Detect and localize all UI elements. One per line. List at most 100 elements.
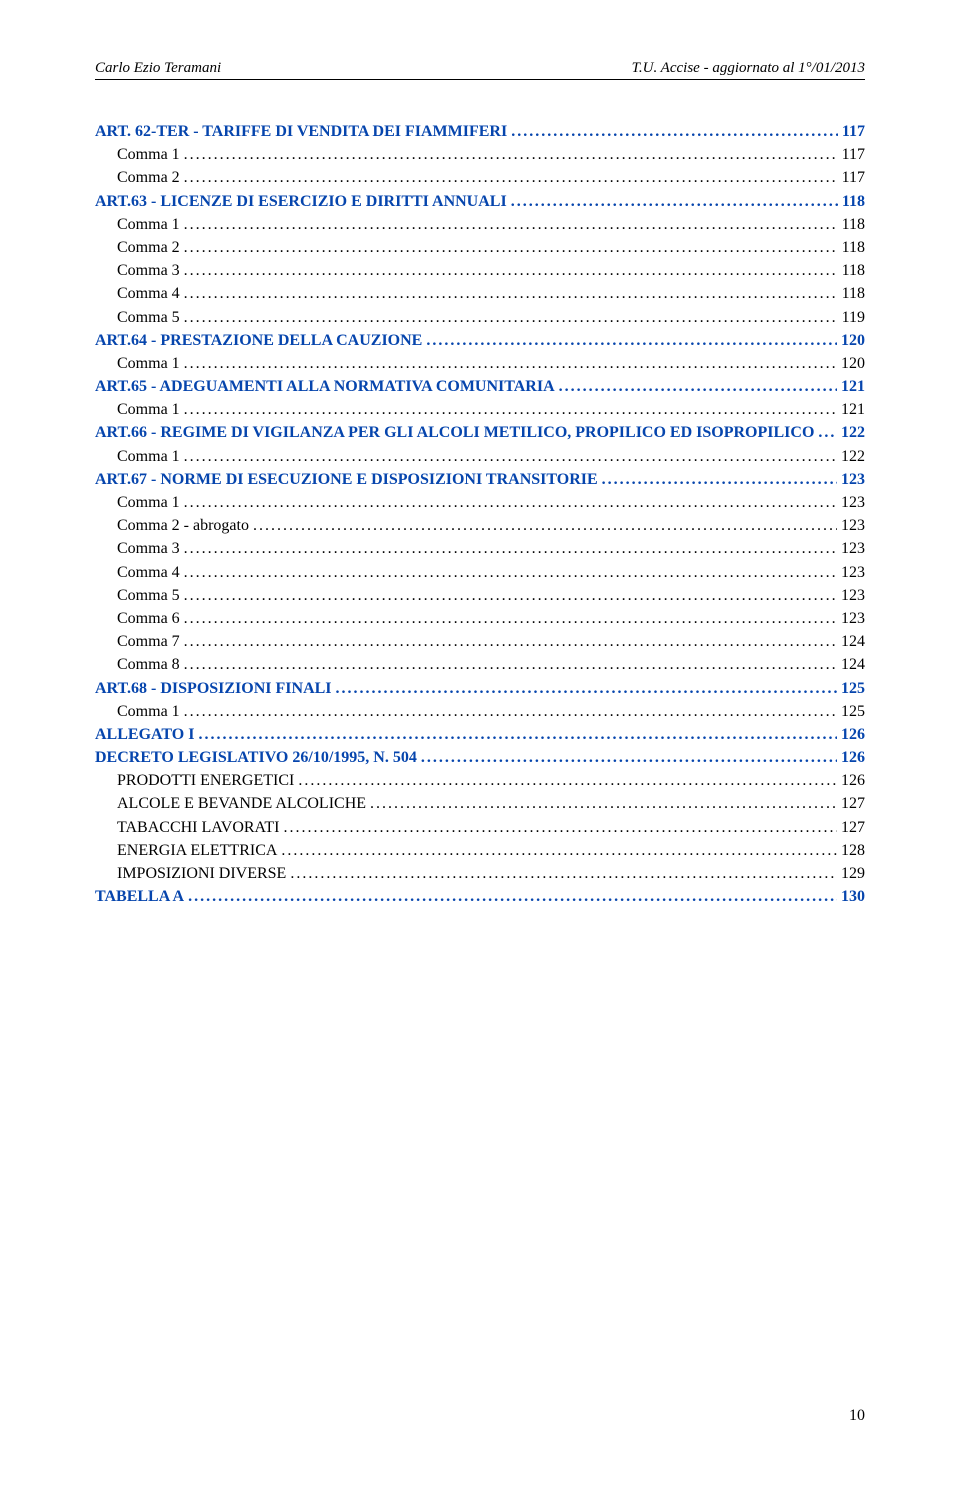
- toc-entry: TABELLA A 130: [95, 885, 865, 908]
- toc-dots: [184, 607, 837, 630]
- toc-dots: [511, 190, 838, 213]
- toc-page: 124: [841, 630, 865, 653]
- toc-entry: Comma 1 117: [95, 143, 865, 166]
- toc-label: ART.68 - DISPOSIZIONI FINALI: [95, 677, 332, 700]
- toc-page: 127: [841, 792, 865, 815]
- toc-page: 123: [841, 468, 865, 491]
- toc-label: Comma 1: [117, 445, 180, 468]
- toc-page: 118: [842, 236, 865, 259]
- toc-label: Comma 5: [117, 584, 180, 607]
- toc-page: 118: [842, 213, 865, 236]
- toc-dots: [184, 445, 837, 468]
- toc-label: Comma 4: [117, 282, 180, 305]
- toc-dots: [283, 816, 837, 839]
- toc-entry: Comma 1 122: [95, 445, 865, 468]
- toc-label: Comma 3: [117, 259, 180, 282]
- toc-label: Comma 3: [117, 537, 180, 560]
- toc-entry: Comma 3 123: [95, 537, 865, 560]
- toc-dots: [198, 723, 837, 746]
- toc-dots: [281, 839, 837, 862]
- toc-label: Comma 2: [117, 236, 180, 259]
- toc-page: 122: [841, 421, 865, 444]
- toc-page: 123: [841, 491, 865, 514]
- table-of-contents: ART. 62-TER - TARIFFE DI VENDITA DEI FIA…: [95, 120, 865, 908]
- toc-entry: ART.63 - LICENZE DI ESERCIZIO E DIRITTI …: [95, 190, 865, 213]
- toc-page: 121: [841, 398, 865, 421]
- toc-dots: [818, 421, 837, 444]
- toc-page: 128: [841, 839, 865, 862]
- toc-page: 126: [841, 746, 865, 769]
- toc-page: 123: [841, 537, 865, 560]
- toc-page: 130: [841, 885, 865, 908]
- toc-dots: [184, 561, 837, 584]
- toc-entry: Comma 1 121: [95, 398, 865, 421]
- toc-dots: [253, 514, 837, 537]
- toc-page: 126: [841, 723, 865, 746]
- toc-page: 123: [841, 561, 865, 584]
- toc-dots: [298, 769, 837, 792]
- toc-label: PRODOTTI ENERGETICI: [117, 769, 294, 792]
- toc-label: Comma 1: [117, 143, 180, 166]
- page-number: 10: [849, 1407, 865, 1425]
- toc-entry: Comma 1 120: [95, 352, 865, 375]
- toc-entry: ART.64 - PRESTAZIONE DELLA CAUZIONE120: [95, 329, 865, 352]
- toc-label: Comma 1: [117, 398, 180, 421]
- toc-label: TABELLA A: [95, 885, 184, 908]
- toc-entry: Comma 1 123: [95, 491, 865, 514]
- toc-label: Comma 1: [117, 213, 180, 236]
- toc-label: IMPOSIZIONI DIVERSE: [117, 862, 286, 885]
- toc-dots: [511, 120, 838, 143]
- toc-label: ART.66 - REGIME DI VIGILANZA PER GLI ALC…: [95, 421, 814, 444]
- toc-entry: ART.66 - REGIME DI VIGILANZA PER GLI ALC…: [95, 421, 865, 444]
- toc-label: Comma 1: [117, 491, 180, 514]
- toc-dots: [184, 491, 837, 514]
- header-rule: [95, 79, 865, 80]
- toc-entry: Comma 3118: [95, 259, 865, 282]
- toc-page: 125: [841, 677, 865, 700]
- toc-entry: Comma 7124: [95, 630, 865, 653]
- page-header: Carlo Ezio Teramani T.U. Accise - aggior…: [95, 60, 865, 77]
- toc-label: ENERGIA ELETTRICA: [117, 839, 277, 862]
- toc-label: Comma 5: [117, 306, 180, 329]
- toc-label: TABACCHI LAVORATI: [117, 816, 279, 839]
- toc-entry: ALLEGATO I 126: [95, 723, 865, 746]
- toc-dots: [184, 213, 838, 236]
- toc-page: 120: [841, 352, 865, 375]
- toc-entry: Comma 2 118: [95, 236, 865, 259]
- toc-page: 123: [841, 607, 865, 630]
- toc-label: Comma 4: [117, 561, 180, 584]
- toc-page: 117: [842, 143, 865, 166]
- toc-dots: [421, 746, 837, 769]
- toc-entry: DECRETO LEGISLATIVO 26/10/1995, N. 504 12…: [95, 746, 865, 769]
- toc-entry: PRODOTTI ENERGETICI126: [95, 769, 865, 792]
- toc-dots: [184, 630, 837, 653]
- toc-dots: [184, 352, 837, 375]
- toc-page: 123: [841, 584, 865, 607]
- toc-entry: Comma 5119: [95, 306, 865, 329]
- toc-page: 121: [841, 375, 865, 398]
- toc-label: Comma 8: [117, 653, 180, 676]
- toc-label: DECRETO LEGISLATIVO 26/10/1995, N. 504: [95, 746, 417, 769]
- toc-dots: [184, 398, 837, 421]
- header-right: T.U. Accise - aggiornato al 1°/01/2013: [632, 60, 865, 77]
- toc-label: ALLEGATO I: [95, 723, 194, 746]
- header-left: Carlo Ezio Teramani: [95, 60, 221, 77]
- toc-dots: [184, 282, 838, 305]
- toc-page: 122: [841, 445, 865, 468]
- toc-entry: Comma 4 123: [95, 561, 865, 584]
- toc-page: 125: [841, 700, 865, 723]
- toc-dots: [184, 584, 837, 607]
- toc-dots: [370, 792, 837, 815]
- toc-label: Comma 1: [117, 700, 180, 723]
- toc-label: ART.65 - ADEGUAMENTI ALLA NORMATIVA COMU…: [95, 375, 555, 398]
- toc-label: ART.64 - PRESTAZIONE DELLA CAUZIONE: [95, 329, 422, 352]
- toc-label: Comma 2: [117, 166, 180, 189]
- toc-label: ART.63 - LICENZE DI ESERCIZIO E DIRITTI …: [95, 190, 507, 213]
- toc-dots: [184, 537, 837, 560]
- toc-entry: Comma 8124: [95, 653, 865, 676]
- toc-page: 118: [842, 190, 865, 213]
- toc-label: Comma 1: [117, 352, 180, 375]
- toc-entry: TABACCHI LAVORATI127: [95, 816, 865, 839]
- toc-entry: Comma 1 125: [95, 700, 865, 723]
- toc-entry: ALCOLE E BEVANDE ALCOLICHE127: [95, 792, 865, 815]
